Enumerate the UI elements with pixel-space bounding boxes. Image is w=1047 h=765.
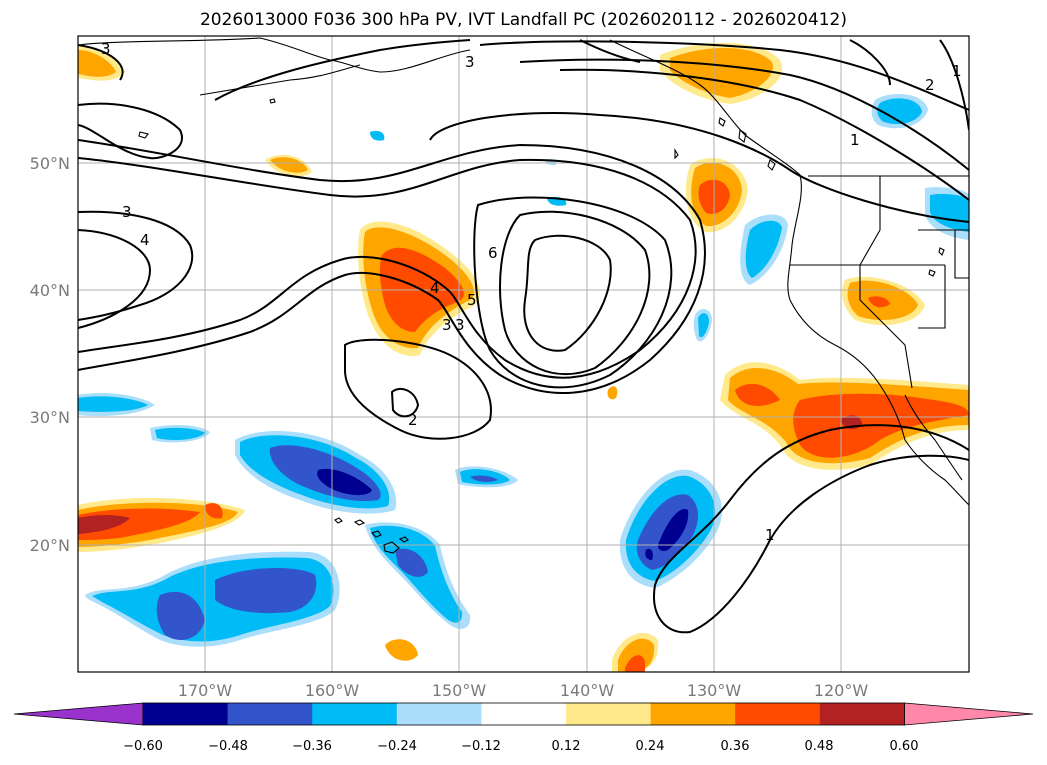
map-title: 2026013000 F036 300 hPa PV, IVT Landfall… bbox=[199, 10, 847, 30]
colorbar-ticks: −0.60 −0.48 −0.36 −0.24 −0.12 0.12 0.24 … bbox=[123, 739, 918, 754]
contour-label: 5 bbox=[467, 291, 477, 309]
pv-contours bbox=[78, 39, 969, 634]
lat-label: 50°N bbox=[30, 154, 70, 173]
contour-label: 2 bbox=[408, 411, 418, 429]
colorbar-tick-label: 0.36 bbox=[721, 739, 750, 754]
colorbar-tick-label: 0.60 bbox=[890, 739, 919, 754]
contour-label: 1 bbox=[850, 131, 860, 149]
colorbar-segment bbox=[819, 703, 905, 725]
colorbar-segment bbox=[481, 703, 567, 725]
colorbar-tick-label: −0.24 bbox=[377, 739, 417, 754]
lon-label: 170°W bbox=[178, 681, 233, 700]
colorbar-tick-label: −0.60 bbox=[123, 739, 163, 754]
longitude-labels: 170°W 160°W 150°W 140°W 130°W 120°W bbox=[178, 681, 869, 700]
colorbar-tick-label: 0.48 bbox=[805, 739, 834, 754]
colorbar-segment bbox=[227, 703, 313, 725]
lat-label: 40°N bbox=[30, 281, 70, 300]
lat-label: 30°N bbox=[30, 408, 70, 427]
contour-label: 4 bbox=[430, 279, 440, 297]
colorbar-tick-label: 0.12 bbox=[552, 739, 581, 754]
contour-label: 3 bbox=[455, 316, 465, 334]
colorbar-segment bbox=[650, 703, 736, 725]
lon-label: 120°W bbox=[814, 681, 869, 700]
contour-label: 4 bbox=[140, 231, 150, 249]
colorbar-extend-high bbox=[904, 702, 1034, 726]
coastlines bbox=[78, 37, 969, 554]
colorbar-segment bbox=[396, 703, 482, 725]
contour-label: 3 bbox=[442, 316, 452, 334]
map-frame bbox=[77, 35, 970, 673]
lon-label: 140°W bbox=[560, 681, 615, 700]
colorbar-tick-label: −0.48 bbox=[208, 739, 248, 754]
contour-label: 2 bbox=[925, 76, 935, 94]
colorbar-segment bbox=[735, 703, 821, 725]
contour-label: 6 bbox=[488, 244, 498, 262]
colorbar-segment bbox=[312, 703, 398, 725]
lat-label: 20°N bbox=[30, 536, 70, 555]
colorbar-outline bbox=[142, 702, 905, 726]
contour-label: 3 bbox=[465, 53, 475, 71]
colorbar bbox=[13, 702, 1034, 726]
lon-label: 150°W bbox=[432, 681, 487, 700]
colorbar-extend-low bbox=[13, 702, 144, 726]
colorbar-tick-label: 0.24 bbox=[636, 739, 665, 754]
colorbar-segment bbox=[566, 703, 652, 725]
contour-labels: 3 3 4 6 4 5 3 3 2 2 1 1 3 1 bbox=[101, 40, 962, 544]
colorbar-tick-label: −0.36 bbox=[292, 739, 332, 754]
contour-label: 3 bbox=[101, 40, 111, 58]
lon-label: 130°W bbox=[687, 681, 742, 700]
contour-label: 3 bbox=[122, 203, 132, 221]
colorbar-tick-label: −0.12 bbox=[461, 739, 501, 754]
latitude-labels: 50°N 40°N 30°N 20°N bbox=[30, 154, 70, 555]
contour-label: 1 bbox=[765, 526, 775, 544]
contour-label: 1 bbox=[952, 62, 962, 80]
colorbar-segment bbox=[143, 703, 229, 725]
gridlines bbox=[78, 36, 969, 672]
lon-label: 160°W bbox=[305, 681, 360, 700]
